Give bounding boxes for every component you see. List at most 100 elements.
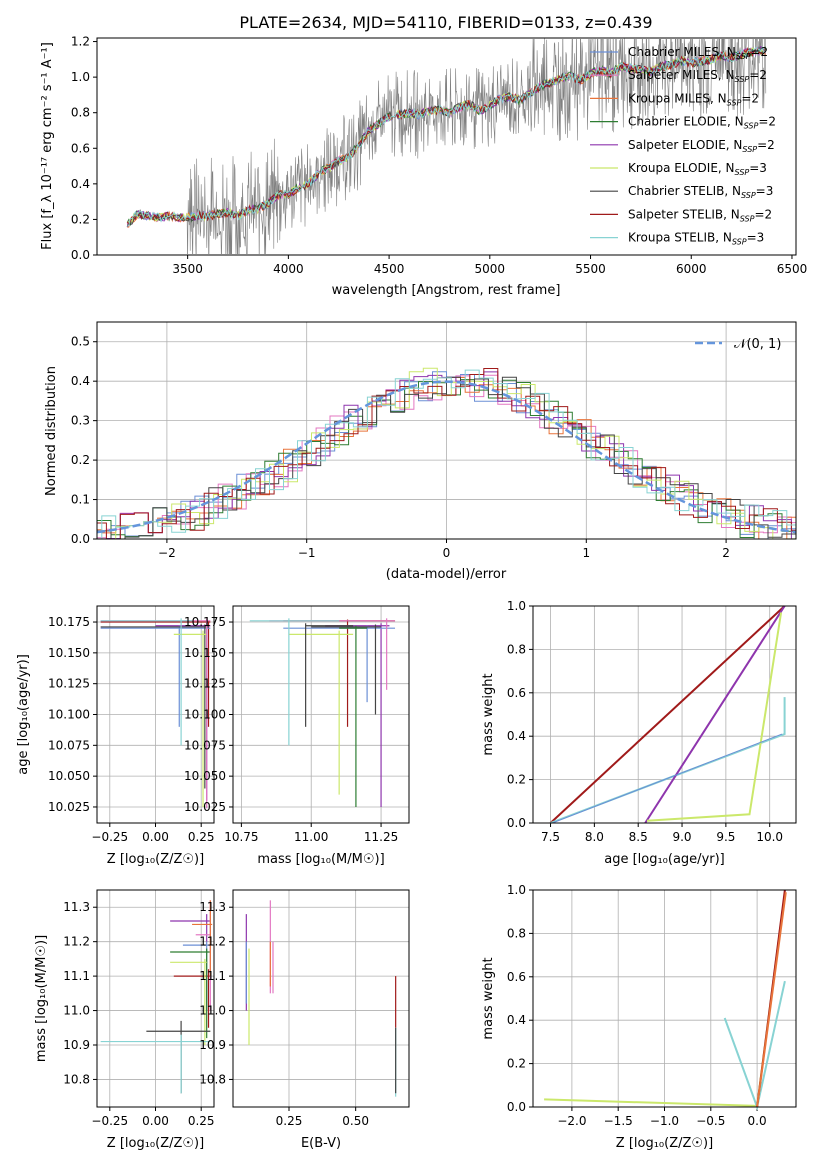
residuals-ytick-label: 0.2	[71, 453, 90, 467]
mass_vs_Z-ytick-label: 11.0	[63, 1004, 90, 1018]
age_vs_mass-ytick-label: 10.100	[184, 708, 226, 722]
model-line-3	[126, 46, 766, 227]
gaussian-legend-label: 𝒩(0, 1)	[734, 337, 781, 352]
massweight_vs_Z-xtick-label: −2.0	[557, 1114, 586, 1128]
age_vs_Z-ytick-label: 10.075	[48, 738, 90, 752]
mass_vs_Z-xtick-label: 0.25	[188, 1114, 215, 1128]
residuals-xtick-label: 1	[582, 546, 590, 560]
massweight_vs_Z-xtick-label: 0.0	[748, 1114, 767, 1128]
massweight-vs-metallicity-panel: −2.0 −1.5 −1.0 −0.5 0.0 0.0 0.2 0.4 0.6 0.8 1.0 Z […	[481, 883, 797, 1151]
age_vs_Z-xtick-label: −0.25	[91, 830, 128, 844]
spectrum-legend: Chabrier MILES, NSSP=2 Salpeter MILES, NS…	[590, 45, 776, 247]
mass_vs_Z-xtick-label: −0.25	[91, 1114, 128, 1128]
legend-entry-5: Kroupa ELODIE, NSSP=3	[628, 161, 767, 177]
age_vs_mass-ytick-label: 10.175	[184, 615, 226, 629]
spectrum-xtick-label: 4500	[374, 262, 405, 276]
mass_vs_ebv-marks	[245, 900, 397, 1097]
massweight_vs_Z-xtick-label: −1.0	[650, 1114, 679, 1128]
massweight_vs_Z-marks	[544, 889, 787, 1111]
massweight_vs_Z-ytick-label: 1.0	[507, 883, 526, 897]
massweight_vs_Z-xlabel: Z [log₁₀(Z/Z☉)]	[616, 1136, 713, 1151]
legend-entry-2: Kroupa MILES, NSSP=2	[628, 91, 759, 107]
spectrum-ytick-label: 1.2	[71, 35, 90, 49]
spectrum-xtick-label: 5000	[475, 262, 506, 276]
massweight_vs_age-ytick-label: 0.2	[507, 773, 526, 787]
spectrum-xtick-label: 3500	[172, 262, 203, 276]
mwZ-line-3	[756, 892, 787, 1108]
legend-entry-3: Chabrier ELODIE, NSSP=2	[628, 115, 776, 131]
massweight_vs_Z-ytick-label: 0.0	[507, 1100, 526, 1114]
age_vs_Z-xtick-label: 0.25	[188, 830, 215, 844]
age_vs_Z-ytick-label: 10.050	[48, 769, 90, 783]
mass_vs_ebv-xtick-label: 0.25	[276, 1114, 303, 1128]
mass_vs_ebv-ytick-label: 10.9	[199, 1038, 226, 1052]
mwAge-line-3	[646, 612, 783, 822]
legend-entry-1: Salpeter MILES, NSSP=2	[628, 68, 767, 84]
age_vs_mass-ytick-label: 10.125	[184, 677, 226, 691]
residuals-xlabel: (data-model)/error	[386, 567, 507, 582]
mass-vs-ebv-panel: 0.25 0.50 10.8 10.9 11.0 11.1 11.2 11.3 E(B-V)	[199, 889, 410, 1151]
massweight_vs_Z-xtick-label: −0.5	[696, 1114, 725, 1128]
spectrum-xtick-label: 5500	[575, 262, 606, 276]
gaussian-curve	[96, 380, 797, 534]
legend-entry-6: Chabrier STELIB, NSSP=3	[628, 184, 773, 200]
spectrum-ytick-label: 1.0	[71, 70, 90, 84]
legend-entry-8: Kroupa STELIB, NSSP=3	[628, 231, 764, 247]
spectrum-xtick-label: 6000	[676, 262, 707, 276]
age-vs-metallicity-panel: −0.25 0.00 0.25 10.025 10.050 10.075 10.100 10.…	[16, 605, 215, 867]
age_vs_Z-axes-frame	[96, 605, 215, 824]
residuals-panel: −2 −1 0 1 2 0.0 0.1 0.2 0.3 0.4 0.5 (data-model)/e…	[44, 321, 797, 582]
residuals-xtick-label: −2	[158, 546, 176, 560]
mass_vs_Z-ytick-label: 11.2	[63, 935, 90, 949]
massweight_vs_Z-ytick-label: 0.2	[507, 1057, 526, 1071]
massweight_vs_age-marks	[549, 605, 786, 824]
massweight_vs_age-axes-frame	[532, 605, 797, 824]
mass_vs_Z-xtick-label: 0.00	[142, 1114, 169, 1128]
age_vs_mass-xtick-label: 10.75	[224, 830, 258, 844]
mass_vs_ebv-ytick-label: 11.1	[199, 969, 226, 983]
mass_vs_ebv-ytick-label: 11.3	[199, 900, 226, 914]
massweight_vs_Z-ylabel: mass weight	[481, 957, 496, 1039]
legend-entry-7: Salpeter STELIB, NSSP=2	[628, 207, 772, 223]
massweight_vs_age-xtick-label: 7.5	[541, 830, 560, 844]
mass_vs_Z-ytick-label: 11.3	[63, 900, 90, 914]
mass_vs_Z-ytick-label: 11.1	[63, 969, 90, 983]
mwAge-line-1	[550, 697, 786, 824]
massweight_vs_Z-ytick-label: 0.6	[507, 970, 526, 984]
age_vs_Z-ytick-label: 10.150	[48, 646, 90, 660]
residuals-xtick-label: −1	[298, 546, 316, 560]
massweight_vs_age-xtick-label: 8.0	[585, 830, 604, 844]
age_vs_Z-ylabel: age [log₁₀(age/yr)]	[16, 654, 31, 775]
mwAge-line-4	[552, 733, 783, 824]
age_vs_mass-xtick-label: 11.00	[294, 830, 328, 844]
mass_vs_Z-xlabel: Z [log₁₀(Z/Z☉)]	[107, 1136, 204, 1151]
mwZ-line-1	[723, 980, 786, 1111]
age_vs_Z-marks	[100, 618, 211, 809]
model-line-7	[126, 46, 766, 226]
residual-histogram-0	[97, 371, 796, 539]
observed-spectrum-line	[127, 38, 767, 255]
massweight_vs_age-xtick-label: 9.5	[716, 830, 735, 844]
residuals-xtick-label: 0	[443, 546, 451, 560]
age_vs_Z-ytick-label: 10.125	[48, 677, 90, 691]
figure-title: PLATE=2634, MJD=54110, FIBERID=0133, z=0…	[239, 13, 652, 32]
mass_vs_ebv-ytick-label: 11.0	[199, 1004, 226, 1018]
mass_vs_Z-axes-frame	[96, 889, 215, 1108]
age_vs_mass-axes-frame	[232, 605, 410, 824]
mass_vs_ebv-xlabel: E(B-V)	[301, 1136, 341, 1151]
massweight_vs_age-ytick-label: 0.8	[507, 642, 526, 656]
age_vs_mass-xlabel: mass [log₁₀(M/M☉)]	[257, 852, 384, 867]
massweight_vs_age-ytick-label: 0.6	[507, 686, 526, 700]
residuals-ytick-label: 0.0	[71, 532, 90, 546]
massweight_vs_age-ytick-label: 0.4	[507, 729, 526, 743]
mass_vs_Z-marks	[100, 900, 213, 1094]
massweight_vs_age-xtick-label: 9.0	[672, 830, 691, 844]
massweight_vs_age-xtick-label: 10.0	[756, 830, 783, 844]
massweight_vs_age-xlabel: age [log₁₀(age/yr)]	[604, 852, 725, 867]
massweight_vs_Z-ytick-label: 0.8	[507, 926, 526, 940]
legend-entry-0: Chabrier MILES, NSSP=2	[628, 45, 768, 61]
age_vs_mass-xtick-label: 11.25	[364, 830, 398, 844]
residuals-ytick-label: 0.3	[71, 414, 90, 428]
mass_vs_Z-ytick-label: 10.8	[63, 1072, 90, 1086]
